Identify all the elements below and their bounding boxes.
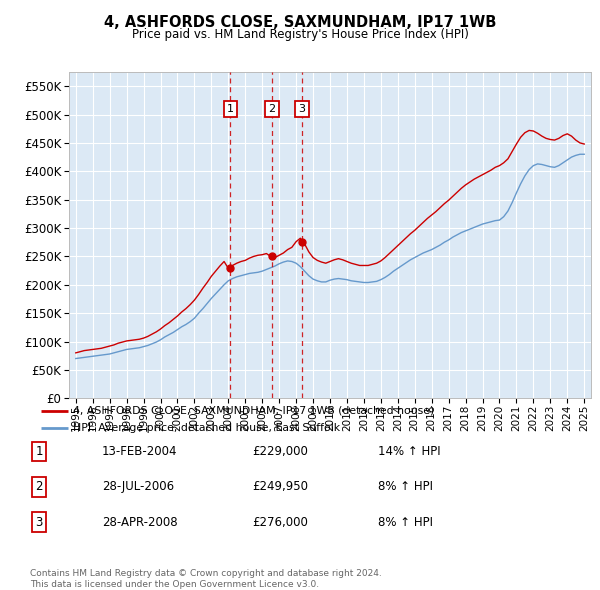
Text: 3: 3: [298, 104, 305, 114]
Text: 13-FEB-2004: 13-FEB-2004: [102, 445, 178, 458]
Text: HPI: Average price, detached house, East Suffolk: HPI: Average price, detached house, East…: [73, 424, 340, 434]
Text: £249,950: £249,950: [252, 480, 308, 493]
Text: Price paid vs. HM Land Registry's House Price Index (HPI): Price paid vs. HM Land Registry's House …: [131, 28, 469, 41]
Text: 1: 1: [227, 104, 234, 114]
Text: £229,000: £229,000: [252, 445, 308, 458]
Text: 8% ↑ HPI: 8% ↑ HPI: [378, 516, 433, 529]
Text: 2: 2: [268, 104, 275, 114]
Text: 28-JUL-2006: 28-JUL-2006: [102, 480, 174, 493]
Text: 4, ASHFORDS CLOSE, SAXMUNDHAM, IP17 1WB (detached house): 4, ASHFORDS CLOSE, SAXMUNDHAM, IP17 1WB …: [73, 406, 434, 416]
Text: 28-APR-2008: 28-APR-2008: [102, 516, 178, 529]
Text: 3: 3: [35, 516, 43, 529]
Text: Contains HM Land Registry data © Crown copyright and database right 2024.
This d: Contains HM Land Registry data © Crown c…: [30, 569, 382, 589]
Text: 1: 1: [35, 445, 43, 458]
Text: 8% ↑ HPI: 8% ↑ HPI: [378, 480, 433, 493]
Text: 2: 2: [35, 480, 43, 493]
Text: £276,000: £276,000: [252, 516, 308, 529]
Text: 4, ASHFORDS CLOSE, SAXMUNDHAM, IP17 1WB: 4, ASHFORDS CLOSE, SAXMUNDHAM, IP17 1WB: [104, 15, 496, 30]
Text: 14% ↑ HPI: 14% ↑ HPI: [378, 445, 440, 458]
